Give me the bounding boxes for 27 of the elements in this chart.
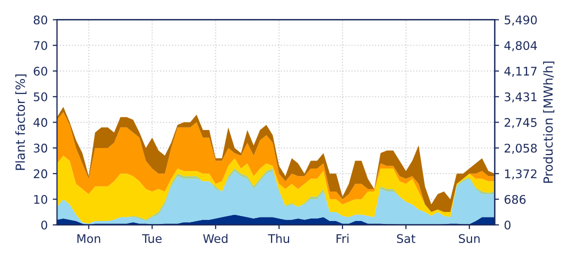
x-tick-label: Mon <box>77 234 100 244</box>
y2-tick-label: 1,372 <box>505 169 536 180</box>
x-tick-label: Wed <box>203 234 228 244</box>
y-tick-label: 50 <box>34 92 48 102</box>
y2-tick-label: 2,058 <box>504 144 537 154</box>
y2-tick-label: 0 <box>504 220 511 230</box>
y-tick-label: 60 <box>34 66 48 76</box>
y-tick-label: 80 <box>34 15 48 24</box>
y-tick-label: 0 <box>41 220 48 230</box>
x-tick-label: Sun <box>458 234 480 244</box>
x-tick-label: Thu <box>268 234 290 244</box>
y2-tick-label: 5,490 <box>504 15 537 26</box>
y-axis-title: Plant factor [%] <box>15 74 26 170</box>
y2-tick-label: 2,745 <box>504 118 537 128</box>
y-tick-label: 10 <box>34 194 48 204</box>
y2-tick-label: 3,431 <box>504 92 536 103</box>
x-tick-label: Sat <box>397 234 416 244</box>
y2-tick-label: 4,117 <box>504 66 537 77</box>
y-tick-label: 20 <box>34 169 48 178</box>
y-tick-label: 40 <box>34 118 48 127</box>
y2-tick-label: 686 <box>504 194 526 204</box>
x-tick-label: Tue <box>142 234 162 244</box>
y-tick-label: 30 <box>34 144 48 153</box>
x-tick-label: Fri <box>336 234 348 243</box>
y-tick-label: 70 <box>34 41 48 50</box>
y2-tick-label: 4,804 <box>504 41 537 52</box>
y2-axis-title: Production [MWh/h] <box>543 62 554 183</box>
